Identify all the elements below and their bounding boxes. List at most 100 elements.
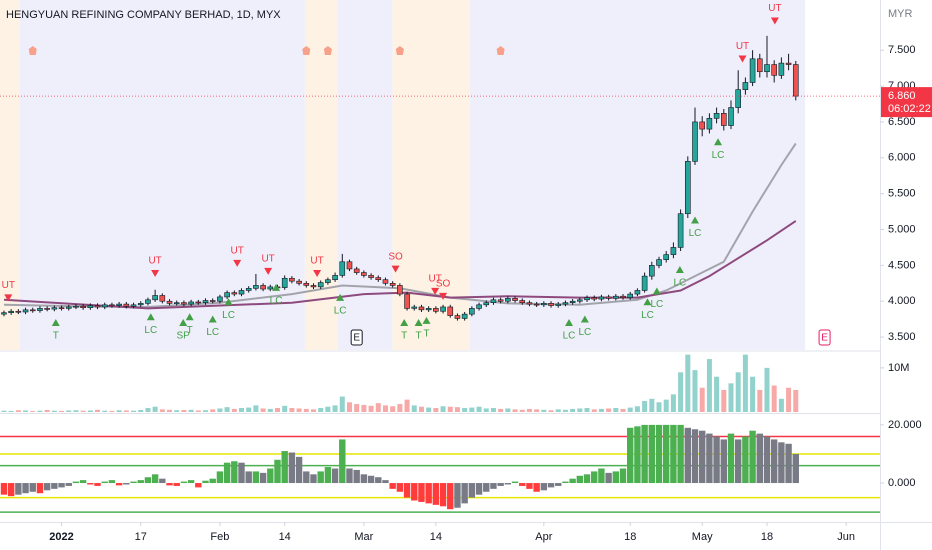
oscillator-bar bbox=[727, 433, 735, 484]
x-tick-label: Jun bbox=[837, 531, 855, 543]
candle-body bbox=[613, 295, 619, 299]
candle-body bbox=[73, 305, 79, 308]
volume-bar bbox=[8, 410, 14, 412]
signal-label: LC bbox=[650, 299, 663, 310]
oscillator-bar bbox=[655, 424, 663, 484]
signal-label: UT bbox=[148, 256, 161, 267]
candle-body bbox=[303, 282, 310, 286]
volume-bar bbox=[253, 405, 259, 412]
volume-bar bbox=[454, 407, 460, 412]
volume-bar bbox=[15, 410, 21, 412]
signal-arrow bbox=[439, 292, 448, 300]
volume-bar bbox=[318, 408, 324, 412]
volume-bar bbox=[778, 398, 784, 412]
volume-bar bbox=[786, 387, 792, 412]
oscillator-bar bbox=[79, 480, 87, 484]
currency-label: MYR bbox=[888, 8, 913, 20]
candle-body bbox=[404, 293, 410, 309]
oscillator-bar bbox=[202, 480, 209, 484]
volume-bar bbox=[476, 406, 482, 412]
oscillator-bar bbox=[108, 480, 116, 484]
volume-bar bbox=[368, 405, 374, 412]
signal-label: T bbox=[416, 331, 422, 342]
candle-body bbox=[792, 64, 799, 97]
volume-bar bbox=[66, 410, 72, 412]
oscillator-bar bbox=[15, 483, 22, 495]
signal-label: LC bbox=[712, 150, 725, 161]
candle-body bbox=[670, 247, 677, 255]
candle-body bbox=[656, 259, 662, 266]
oscillator-bar bbox=[151, 474, 159, 484]
candle-body bbox=[137, 303, 144, 306]
candle-body bbox=[166, 300, 173, 304]
oscillator-bar bbox=[87, 483, 94, 485]
candle-body bbox=[713, 113, 720, 119]
oscillator-bar bbox=[576, 475, 584, 484]
candle-body bbox=[145, 299, 151, 304]
oscillator-bar bbox=[648, 424, 656, 484]
signal-arrow bbox=[224, 298, 233, 306]
candle-body bbox=[389, 282, 396, 286]
volume-bar bbox=[274, 408, 280, 412]
candle-body bbox=[526, 302, 533, 305]
oscillator-bar bbox=[511, 481, 519, 484]
candle-body bbox=[742, 82, 749, 90]
signal-arrow bbox=[422, 316, 431, 324]
oscillator-bar bbox=[619, 468, 627, 484]
volume-bar bbox=[397, 404, 403, 412]
earnings-label: E bbox=[353, 333, 360, 344]
volume-bar bbox=[390, 406, 396, 412]
oscillator-bar bbox=[195, 483, 202, 488]
volume-bar bbox=[620, 408, 626, 412]
session-band bbox=[0, 0, 20, 350]
candle-body bbox=[598, 296, 605, 300]
oscillator-bar bbox=[720, 439, 727, 484]
oscillator-bar bbox=[403, 483, 411, 498]
candle-body bbox=[109, 304, 115, 307]
signal-arrow bbox=[643, 298, 652, 306]
candle-body bbox=[706, 118, 713, 130]
signal-label: LC bbox=[144, 325, 157, 336]
signal-arrow bbox=[179, 319, 188, 327]
volume-bar bbox=[174, 410, 180, 412]
candle-body bbox=[202, 300, 209, 303]
moving-average bbox=[3, 142, 797, 309]
volume-bar bbox=[426, 407, 432, 412]
volume-bar bbox=[181, 410, 187, 412]
x-tick-label: 14 bbox=[430, 531, 442, 543]
oscillator-bar bbox=[497, 483, 504, 486]
candle-body bbox=[418, 306, 425, 311]
volume-bar bbox=[325, 406, 331, 412]
signal-arrow bbox=[652, 287, 661, 295]
oscillator-bar bbox=[123, 483, 130, 485]
volume-bar bbox=[80, 410, 86, 412]
volume-bar bbox=[138, 410, 144, 412]
candle-body bbox=[29, 309, 36, 312]
x-tick-label: Mar bbox=[354, 531, 373, 543]
y-tick-label: 7.500 bbox=[888, 44, 916, 56]
oscillator-bar bbox=[267, 468, 274, 484]
signal-label: T bbox=[401, 331, 407, 342]
volume-bar bbox=[742, 354, 748, 412]
signal-label: SO bbox=[436, 279, 451, 290]
oscillator-bar bbox=[180, 481, 188, 484]
volume-bar bbox=[95, 409, 101, 412]
oscillator-bar bbox=[58, 483, 65, 488]
oscillator-bar bbox=[209, 478, 216, 484]
signal-arrow bbox=[151, 269, 160, 277]
x-tick-label: Feb bbox=[210, 531, 229, 543]
signal-label: LC bbox=[673, 278, 686, 289]
signal-arrow bbox=[185, 313, 194, 321]
oscillator-bar bbox=[223, 462, 231, 484]
candle-body bbox=[699, 121, 706, 130]
oscillator-bar bbox=[331, 468, 339, 484]
candle-body bbox=[641, 275, 648, 291]
candle-body bbox=[368, 275, 374, 278]
volume-bar bbox=[131, 410, 137, 412]
candle-body bbox=[692, 121, 698, 162]
volume-bar bbox=[195, 410, 201, 412]
volume-bar bbox=[670, 394, 676, 412]
y-tick-label: 3.500 bbox=[888, 331, 916, 343]
earnings-box bbox=[350, 329, 363, 346]
signal-label: LC bbox=[641, 310, 654, 321]
